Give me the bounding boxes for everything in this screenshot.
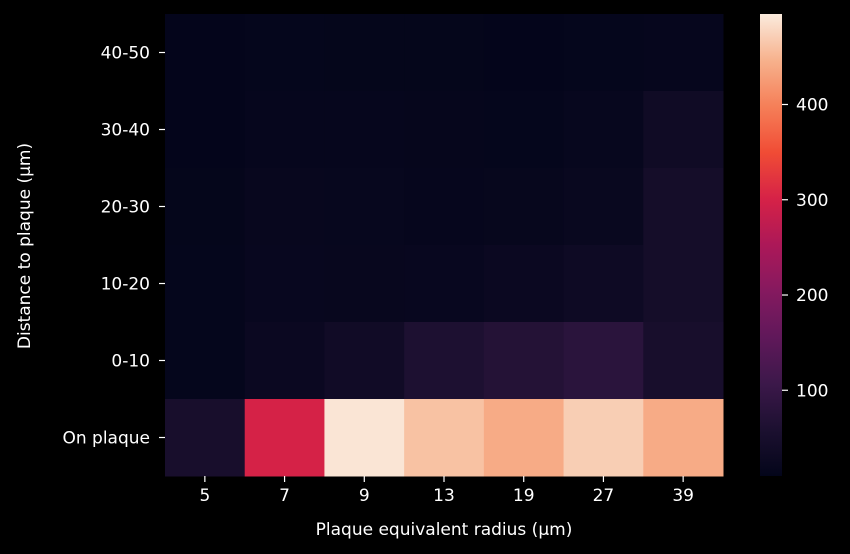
heatmap-cell	[483, 91, 565, 169]
colorbar	[760, 14, 782, 476]
heatmap-cell	[324, 399, 405, 477]
heatmap-cell	[404, 399, 485, 477]
heatmap-cell	[483, 168, 565, 246]
colorbar-tick-label: 300	[796, 191, 828, 211]
heatmap-cell	[244, 322, 325, 400]
x-tick-label: 27	[593, 486, 615, 506]
heatmap-cell	[244, 399, 325, 477]
heatmap-cell	[165, 399, 246, 477]
x-axis-ticks: 5 7 9 13 19 27 39	[199, 476, 694, 506]
y-tick-label: 40-50	[101, 44, 150, 64]
heatmap-cell	[643, 14, 724, 92]
heatmap-cell	[483, 399, 565, 477]
heatmap-cell	[165, 245, 246, 323]
colorbar-tick-label: 400	[796, 95, 828, 115]
heatmap-cell	[643, 168, 724, 246]
heatmap-cells	[165, 14, 724, 477]
heatmap-cell	[404, 14, 485, 92]
heatmap-cell	[483, 245, 565, 323]
y-tick-label: 30-40	[101, 121, 150, 141]
heatmap-cell	[404, 245, 485, 323]
heatmap-cell	[165, 14, 246, 92]
heatmap-cell	[643, 91, 724, 169]
heatmap-cell	[483, 14, 565, 92]
heatmap-cell	[324, 245, 405, 323]
x-axis-label: Plaque equivalent radius (µm)	[316, 520, 573, 540]
heatmap-cell	[563, 245, 644, 323]
x-tick-label: 5	[199, 486, 210, 506]
heatmap-cell	[165, 91, 246, 169]
heatmap-cell	[324, 14, 405, 92]
colorbar-ticks: 100 200 300 400	[782, 95, 828, 401]
heatmap-cell	[483, 322, 565, 400]
x-tick-label: 9	[359, 486, 370, 506]
colorbar-tick-label: 200	[796, 286, 828, 306]
heatmap-cell	[404, 322, 485, 400]
x-tick-label: 39	[672, 486, 694, 506]
heatmap-cell	[404, 168, 485, 246]
heatmap-cell	[324, 168, 405, 246]
heatmap-cell	[563, 168, 644, 246]
heatmap-cell	[324, 91, 405, 169]
heatmap-cell	[643, 322, 724, 400]
heatmap-cell	[563, 14, 644, 92]
x-tick-label: 7	[279, 486, 290, 506]
heatmap-cell	[643, 399, 724, 477]
heatmap-cell	[404, 91, 485, 169]
heatmap-cell	[324, 322, 405, 400]
y-tick-label: 10-20	[101, 275, 150, 295]
heatmap-cell	[563, 91, 644, 169]
y-axis-label: Distance to plaque (µm)	[15, 143, 35, 349]
x-tick-label: 13	[433, 486, 455, 506]
heatmap-cell	[244, 14, 325, 92]
y-tick-label: On plaque	[62, 429, 150, 449]
heatmap-cell	[563, 322, 644, 400]
y-tick-label: 0-10	[111, 352, 150, 372]
heatmap-cell	[165, 322, 246, 400]
y-tick-label: 20-30	[101, 198, 150, 218]
heatmap-cell	[244, 245, 325, 323]
heatmap-cell	[244, 91, 325, 169]
colorbar-tick-label: 100	[796, 381, 828, 401]
heatmap-cell	[244, 168, 325, 246]
heatmap-cell	[165, 168, 246, 246]
y-axis-ticks: 40-50 30-40 20-30 10-20 0-10 On plaque	[62, 44, 165, 449]
heatmap-cell	[563, 399, 644, 477]
heatmap-cell	[643, 245, 724, 323]
x-tick-label: 19	[513, 486, 535, 506]
